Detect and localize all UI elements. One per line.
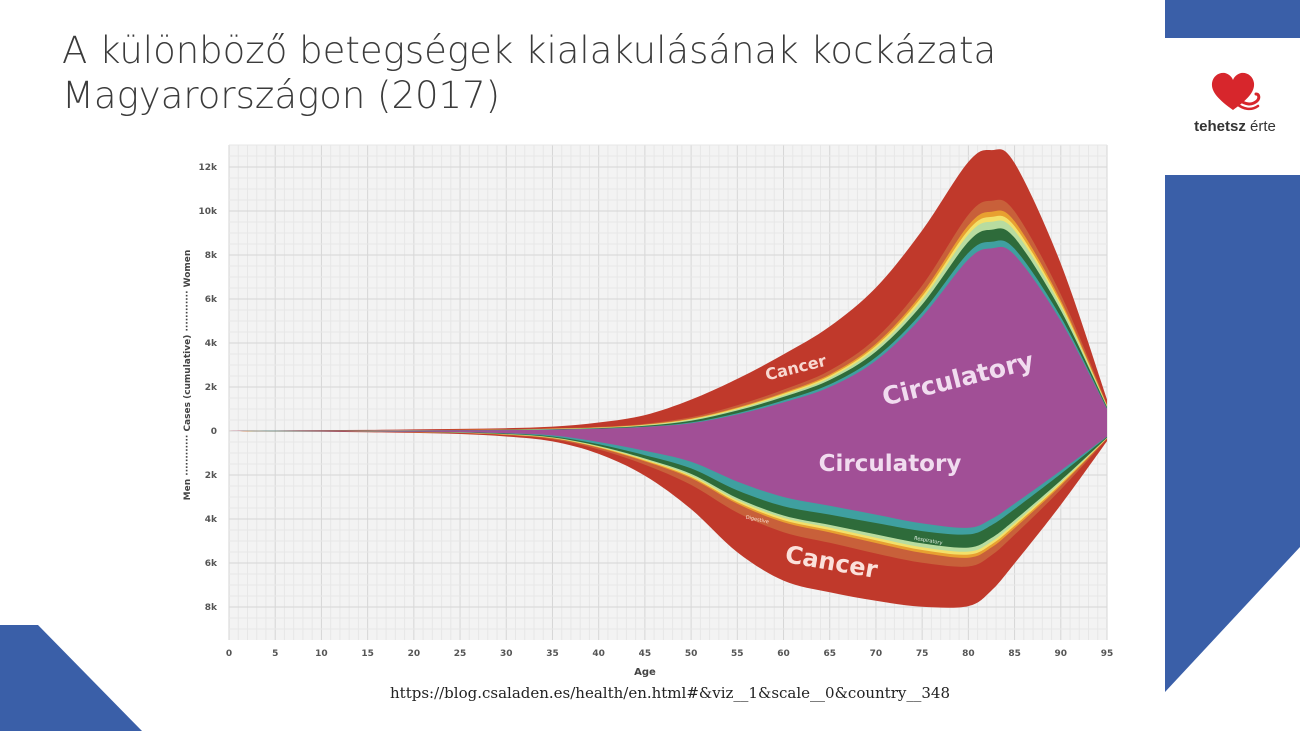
corner-bar-top-right xyxy=(1165,0,1300,38)
slide-title: A különböző betegségek kialakulásának ko… xyxy=(62,28,1142,118)
x-tick-label: 50 xyxy=(685,649,698,659)
source-url: https://blog.csaladen.es/health/en.html#… xyxy=(390,684,950,702)
y-tick-label: 8k xyxy=(205,603,218,613)
logo-brand: tehetsz xyxy=(1194,118,1246,135)
y-tick-label: 4k xyxy=(205,339,218,349)
x-tick-label: 75 xyxy=(916,649,929,659)
x-tick-label: 30 xyxy=(500,649,513,659)
men-areas xyxy=(229,431,1107,608)
x-tick-label: 45 xyxy=(639,649,652,659)
decorative-shape-bottom-left xyxy=(0,625,142,731)
slide-title-line1: A különböző betegségek kialakulásának ko… xyxy=(62,29,997,72)
x-tick-label: 40 xyxy=(592,649,605,659)
women-areas xyxy=(229,149,1107,431)
x-tick-label: 70 xyxy=(870,649,883,659)
x-tick-label: 65 xyxy=(823,649,836,659)
x-tick-label: 80 xyxy=(962,649,975,659)
y-axis-label: Men ············ Cases (cumulative) ····… xyxy=(183,250,193,501)
logo: tehetsz érte xyxy=(1176,70,1294,142)
logo-suffix: érte xyxy=(1250,118,1276,135)
annotation-men-digestive: Digestive xyxy=(745,515,769,526)
x-tick-label: 10 xyxy=(315,649,328,659)
x-tick-label: 5 xyxy=(272,649,278,659)
y-tick-label: 0 xyxy=(211,427,217,437)
risk-streamgraph-chart: 12k 10k 8k 6k 4k 2k 0 2k 4k 6k 8k 0 5 10 15 20 25 30 35 40… xyxy=(183,144,1113,678)
x-tick-label: 55 xyxy=(731,649,744,659)
x-tick-label: 95 xyxy=(1101,649,1114,659)
x-axis-ticks: 0 5 10 15 20 25 30 35 40 45 50 55 60 65 70 75 80 85 90 95 xyxy=(226,649,1113,659)
y-tick-label: 6k xyxy=(205,295,218,305)
women-area-0 xyxy=(229,246,1107,431)
annotation-men-respiratory: Respiratory xyxy=(914,536,943,547)
annotation-men-circulatory: Circulatory xyxy=(819,451,962,477)
y-tick-label: 12k xyxy=(198,163,218,173)
y-tick-label: 10k xyxy=(198,207,218,217)
y-tick-label: 2k xyxy=(205,383,218,393)
x-tick-label: 15 xyxy=(361,649,374,659)
x-tick-label: 25 xyxy=(454,649,467,659)
slide-title-line2: Magyarországon (2017) xyxy=(62,74,501,117)
men-area-0 xyxy=(229,431,1107,528)
y-axis-ticks: 12k 10k 8k 6k 4k 2k 0 2k 4k 6k 8k xyxy=(198,163,218,613)
x-tick-label: 20 xyxy=(408,649,421,659)
x-axis-label: Age xyxy=(634,667,656,678)
x-tick-label: 35 xyxy=(546,649,559,659)
y-tick-label: 8k xyxy=(205,251,218,261)
logo-text: tehetsz érte xyxy=(1176,118,1294,135)
x-tick-label: 90 xyxy=(1055,649,1068,659)
heart-icon xyxy=(1211,72,1261,111)
decorative-shape-right xyxy=(1165,175,1300,692)
x-tick-label: 85 xyxy=(1008,649,1021,659)
y-tick-label: 6k xyxy=(205,559,218,569)
x-tick-label: 0 xyxy=(226,649,232,659)
y-tick-label: 4k xyxy=(205,515,218,525)
x-tick-label: 60 xyxy=(777,649,790,659)
y-tick-label: 2k xyxy=(205,471,218,481)
